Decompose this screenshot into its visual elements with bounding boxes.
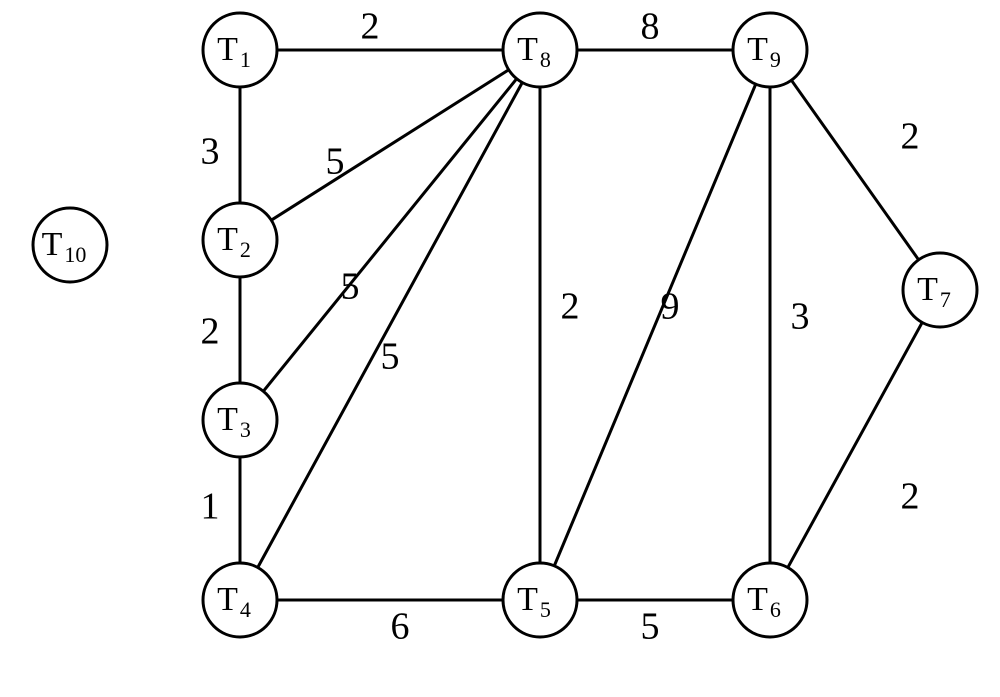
node-label-sub-T7: 7 xyxy=(940,287,951,312)
graph-canvas: T1T2T3T4T5T6T7T8T9T10 283525152932652 xyxy=(0,0,1000,697)
edge-T6-T7 xyxy=(788,322,922,567)
node-label-T2: T2 xyxy=(217,221,251,262)
node-label-main-T4: T xyxy=(217,581,238,618)
edges-layer xyxy=(240,50,922,600)
node-label-sub-T6: 6 xyxy=(770,597,781,622)
edge-weight-T8-T5: 2 xyxy=(561,286,580,328)
edge-T4-T8 xyxy=(258,82,523,567)
node-label-T5: T5 xyxy=(517,581,551,622)
node-label-main-T2: T xyxy=(217,221,238,258)
node-T4: T4 xyxy=(203,563,277,637)
edge-weight-T4-T5: 6 xyxy=(391,606,410,648)
nodes-layer: T1T2T3T4T5T6T7T8T9T10 xyxy=(33,13,977,637)
edge-T9-T7 xyxy=(791,80,918,260)
node-label-T6: T6 xyxy=(747,581,781,622)
edge-weight-T3-T8: 5 xyxy=(341,266,360,308)
edge-weight-T1-T8: 2 xyxy=(361,6,380,48)
node-label-main-T10: T xyxy=(42,226,63,263)
node-label-T4: T4 xyxy=(217,581,251,622)
edge-weight-T9-T6: 3 xyxy=(791,296,810,338)
node-label-T3: T3 xyxy=(217,401,251,442)
node-T10: T10 xyxy=(33,208,107,282)
edge-weight-T2-T3: 2 xyxy=(201,311,220,353)
node-label-T8: T8 xyxy=(517,31,551,72)
node-label-main-T8: T xyxy=(517,31,538,68)
edge-weight-T8-T9: 8 xyxy=(641,6,660,48)
edge-weight-T5-T6: 5 xyxy=(641,606,660,648)
node-label-main-T9: T xyxy=(747,31,768,68)
edge-weight-T4-T8: 5 xyxy=(381,336,400,378)
node-label-sub-T2: 2 xyxy=(240,237,251,262)
edge-weight-T9-T5: 9 xyxy=(661,286,680,328)
node-label-sub-T8: 8 xyxy=(540,47,551,72)
node-T7: T7 xyxy=(903,253,977,327)
node-T8: T8 xyxy=(503,13,577,87)
edge-weight-T9-T7: 2 xyxy=(901,116,920,158)
node-label-sub-T10: 10 xyxy=(64,242,86,267)
node-label-sub-T5: 5 xyxy=(540,597,551,622)
node-label-sub-T4: 4 xyxy=(240,597,251,622)
node-T5: T5 xyxy=(503,563,577,637)
node-label-T9: T9 xyxy=(747,31,781,72)
node-T6: T6 xyxy=(733,563,807,637)
edge-weight-T6-T7: 2 xyxy=(901,476,920,518)
node-label-main-T3: T xyxy=(217,401,238,438)
edge-weight-T1-T2: 3 xyxy=(201,131,220,173)
edge-weight-T2-T8: 5 xyxy=(326,141,345,183)
node-label-main-T1: T xyxy=(217,31,238,68)
node-label-sub-T1: 1 xyxy=(240,47,251,72)
node-label-main-T6: T xyxy=(747,581,768,618)
node-label-sub-T9: 9 xyxy=(770,47,781,72)
node-T1: T1 xyxy=(203,13,277,87)
edge-weight-T3-T4: 1 xyxy=(201,486,220,528)
node-label-main-T7: T xyxy=(917,271,938,308)
node-label-main-T5: T xyxy=(517,581,538,618)
node-T2: T2 xyxy=(203,203,277,277)
node-label-T7: T7 xyxy=(917,271,951,312)
node-label-T10: T10 xyxy=(42,226,87,267)
node-T9: T9 xyxy=(733,13,807,87)
node-label-T1: T1 xyxy=(217,31,251,72)
node-T3: T3 xyxy=(203,383,277,457)
edge-T9-T5 xyxy=(554,84,755,566)
edge-T2-T8 xyxy=(271,70,508,220)
node-label-sub-T3: 3 xyxy=(240,417,251,442)
